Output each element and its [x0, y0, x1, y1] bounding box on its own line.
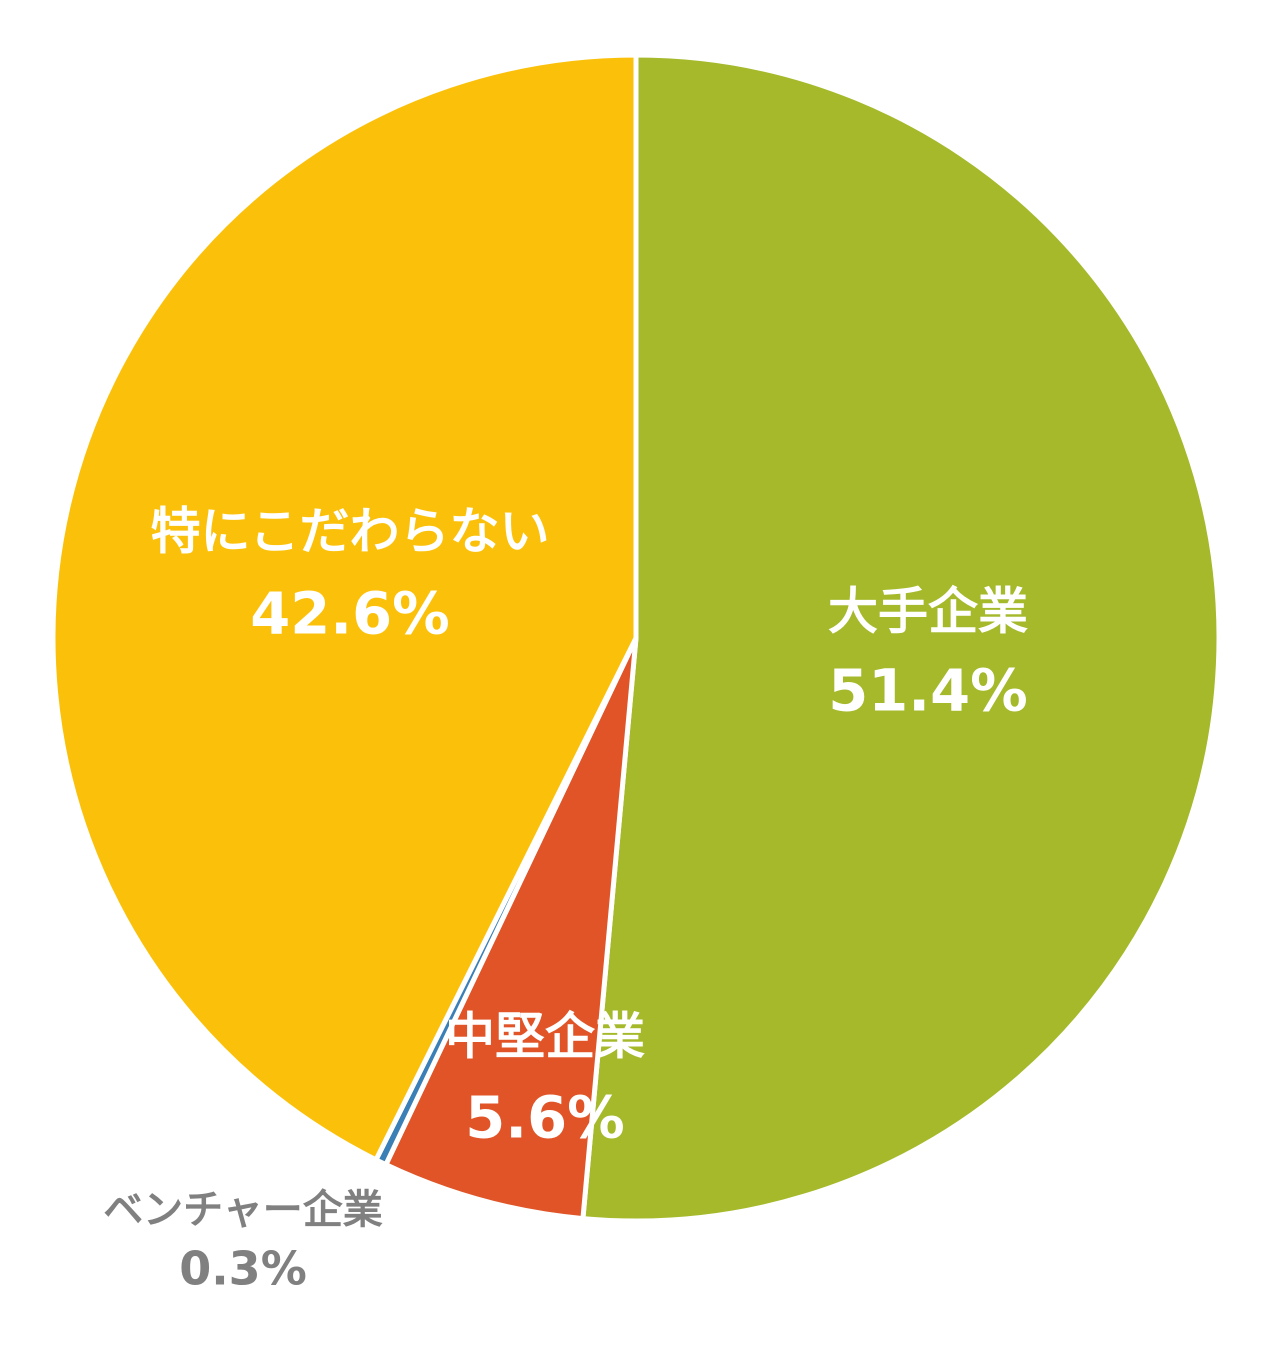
pie-slice — [50, 52, 639, 1163]
pie-slice — [580, 52, 1222, 1224]
pie-slice — [383, 635, 639, 1222]
value-label: 42.6% — [250, 581, 449, 648]
slice-label: ベンチャー企業 — [103, 1187, 383, 1233]
slice-label: 特にこだわらない — [151, 503, 550, 561]
value-label: 51.4% — [828, 658, 1027, 725]
value-label: 0.3% — [179, 1242, 307, 1296]
value-label: 5.6% — [465, 1085, 624, 1152]
slice-label: 中堅企業 — [445, 1008, 645, 1066]
slice-label: 大手企業 — [828, 583, 1028, 641]
